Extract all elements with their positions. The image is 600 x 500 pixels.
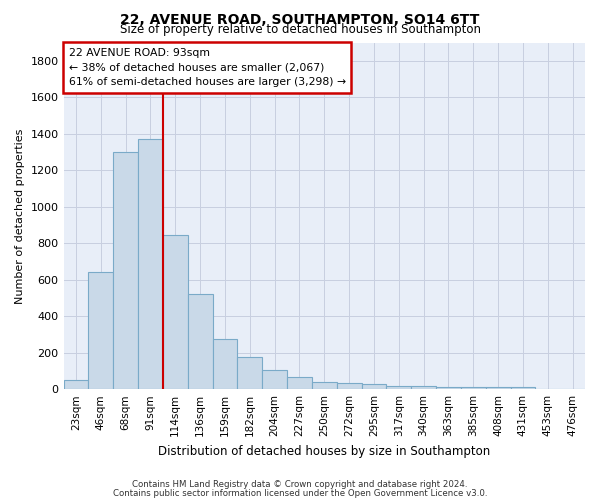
Bar [113, 152, 138, 389]
Bar [138, 139, 163, 389]
Bar [411, 386, 436, 389]
Bar [386, 386, 411, 389]
Bar [212, 339, 238, 389]
X-axis label: Distribution of detached houses by size in Southampton: Distribution of detached houses by size … [158, 444, 490, 458]
Text: 22, AVENUE ROAD, SOUTHAMPTON, SO14 6TT: 22, AVENUE ROAD, SOUTHAMPTON, SO14 6TT [121, 12, 479, 26]
Bar [511, 388, 535, 389]
Text: Contains public sector information licensed under the Open Government Licence v3: Contains public sector information licen… [113, 488, 487, 498]
Bar [312, 382, 337, 389]
Bar [362, 384, 386, 389]
Text: 22 AVENUE ROAD: 93sqm
← 38% of detached houses are smaller (2,067)
61% of semi-d: 22 AVENUE ROAD: 93sqm ← 38% of detached … [69, 48, 346, 88]
Y-axis label: Number of detached properties: Number of detached properties [15, 128, 25, 304]
Bar [287, 378, 312, 389]
Bar [262, 370, 287, 389]
Bar [461, 388, 485, 389]
Bar [163, 235, 188, 389]
Bar [436, 388, 461, 389]
Text: Size of property relative to detached houses in Southampton: Size of property relative to detached ho… [119, 22, 481, 36]
Bar [337, 383, 362, 389]
Bar [64, 380, 88, 389]
Bar [238, 357, 262, 389]
Bar [88, 272, 113, 389]
Bar [188, 294, 212, 389]
Bar [485, 388, 511, 389]
Text: Contains HM Land Registry data © Crown copyright and database right 2024.: Contains HM Land Registry data © Crown c… [132, 480, 468, 489]
